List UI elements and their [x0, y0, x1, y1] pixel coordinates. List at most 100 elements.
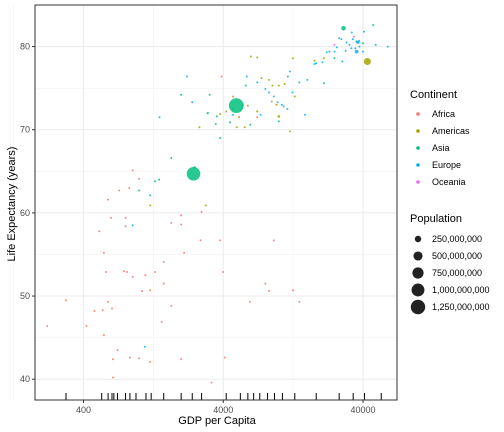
data-point — [277, 84, 280, 87]
data-point — [118, 189, 121, 192]
data-point — [199, 239, 202, 242]
data-point — [238, 116, 241, 119]
y-tick-label: 70 — [20, 125, 30, 135]
data-point — [264, 282, 267, 285]
data-point — [256, 116, 259, 119]
legend-label-africa: Africa — [432, 109, 455, 119]
data-point — [291, 57, 294, 60]
legend-label-asia: Asia — [432, 143, 450, 153]
legend-key-americas — [416, 129, 420, 133]
data-point — [282, 105, 285, 108]
series-americas — [149, 40, 371, 207]
data-point — [340, 38, 343, 41]
data-point — [348, 43, 351, 46]
data-point — [131, 224, 134, 227]
data-point — [272, 95, 275, 98]
series-oceania — [333, 35, 355, 46]
data-point — [363, 30, 366, 33]
data-point — [286, 75, 289, 78]
data-point — [131, 169, 134, 172]
legend-size-key — [410, 299, 426, 315]
data-point — [111, 376, 114, 379]
data-point — [208, 93, 211, 96]
data-point — [363, 58, 371, 66]
data-point — [198, 126, 201, 129]
data-point — [126, 270, 129, 273]
data-point — [158, 178, 161, 181]
data-point — [93, 310, 96, 313]
data-point — [333, 57, 336, 60]
data-point — [200, 211, 203, 214]
data-point — [350, 31, 353, 34]
data-point — [325, 51, 328, 54]
data-point — [107, 198, 110, 201]
data-point — [110, 216, 113, 219]
data-point — [228, 121, 231, 124]
data-point — [245, 75, 248, 78]
data-point — [277, 115, 281, 118]
data-point — [149, 360, 152, 363]
data-point — [306, 78, 309, 81]
data-point — [170, 157, 173, 160]
data-point — [98, 230, 101, 233]
data-point — [124, 216, 127, 219]
data-point — [138, 189, 141, 192]
data-point — [65, 299, 68, 302]
legend-size-label: 1,000,000,000 — [432, 285, 490, 295]
data-point — [111, 358, 114, 361]
data-point — [180, 358, 183, 361]
data-point — [341, 25, 346, 31]
data-points — [46, 23, 389, 384]
data-point — [219, 239, 222, 242]
data-point — [333, 50, 336, 53]
series-asia — [138, 23, 375, 192]
data-point — [293, 95, 296, 98]
data-point — [298, 300, 301, 303]
data-point — [186, 167, 201, 181]
data-point — [220, 75, 223, 78]
data-point — [355, 40, 358, 43]
legend-label-americas: Americas — [432, 126, 470, 136]
data-point — [249, 123, 252, 126]
data-point — [276, 101, 279, 104]
legend-label-oceania: Oceania — [432, 177, 466, 187]
legend-title-population: Population — [410, 213, 462, 225]
data-point — [374, 43, 377, 46]
legend: Continent Africa Americas Asia Europe Oceania… — [410, 89, 490, 315]
data-point — [291, 91, 294, 94]
data-point — [354, 47, 357, 50]
data-point — [341, 60, 344, 63]
data-point — [271, 84, 274, 87]
y-tick-label: 80 — [20, 42, 30, 52]
data-point — [350, 47, 353, 50]
data-point — [162, 282, 165, 285]
data-point — [170, 221, 173, 224]
legend-size-label: 500,000,000 — [432, 251, 482, 261]
data-point — [345, 41, 348, 44]
data-point — [322, 82, 325, 85]
panel-border — [34, 4, 398, 401]
data-point — [141, 290, 144, 293]
legend-size-label: 750,000,000 — [432, 268, 482, 278]
legend-size-label: 1,250,000,000 — [432, 302, 490, 312]
data-point — [180, 93, 183, 96]
data-point — [358, 39, 361, 42]
data-point — [228, 98, 244, 114]
data-point — [362, 50, 365, 53]
data-point — [260, 77, 263, 80]
data-point — [335, 46, 338, 49]
data-point — [283, 83, 286, 85]
data-point — [270, 100, 273, 103]
data-point — [170, 305, 173, 308]
data-point — [180, 214, 183, 217]
data-point — [304, 113, 307, 116]
data-point — [354, 49, 359, 54]
data-point — [352, 35, 355, 38]
panel-background — [35, 5, 397, 400]
legend-key-asia — [416, 146, 420, 150]
data-point — [131, 275, 134, 278]
data-point — [138, 357, 141, 360]
data-point — [154, 180, 157, 183]
data-point — [214, 122, 217, 125]
data-point — [248, 300, 251, 303]
